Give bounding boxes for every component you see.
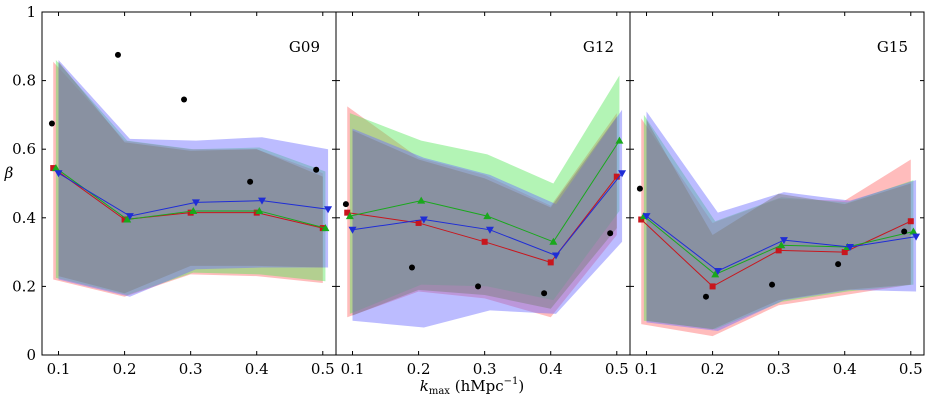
panel-g09-plot xyxy=(48,51,333,297)
x-axis-label: kmax (hMpc−1) xyxy=(420,376,524,397)
point-red xyxy=(638,216,645,223)
x-tick-label: 0.1 xyxy=(635,360,659,378)
x-tick-label: 0.1 xyxy=(47,360,71,378)
point-black xyxy=(636,185,643,192)
y-tick-label: 0.6 xyxy=(12,140,36,158)
point-green xyxy=(189,206,198,214)
x-tick-label: 0.4 xyxy=(539,360,563,378)
y-tick-label: 0 xyxy=(26,346,36,364)
point-blue xyxy=(54,170,63,178)
x-tick-label: 0.3 xyxy=(767,360,791,378)
point-black xyxy=(702,293,709,300)
point-red xyxy=(121,216,128,223)
point-red xyxy=(547,259,554,266)
point-red xyxy=(841,249,848,256)
point-black xyxy=(313,166,320,173)
point-black xyxy=(769,281,776,288)
x-tick-label: 0.2 xyxy=(701,360,725,378)
point-blue xyxy=(552,252,561,260)
point-red xyxy=(481,238,488,245)
y-tick-label: 0.2 xyxy=(12,277,36,295)
point-black xyxy=(247,178,254,185)
band-grey xyxy=(352,116,617,316)
panel-g12-plot xyxy=(342,75,627,328)
point-blue xyxy=(779,237,788,245)
point-green xyxy=(777,241,786,249)
x-tick-label: 0.1 xyxy=(341,360,365,378)
point-green xyxy=(549,237,558,245)
point-blue xyxy=(713,267,722,275)
x-tick-label: 0.4 xyxy=(245,360,269,378)
point-green xyxy=(123,215,132,223)
panel-title: G12 xyxy=(583,38,614,56)
x-tick-label: 0.5 xyxy=(899,360,923,378)
point-red xyxy=(50,165,57,172)
point-green xyxy=(417,196,426,204)
point-blue xyxy=(348,226,357,234)
point-blue xyxy=(258,197,267,205)
point-green xyxy=(909,227,918,235)
point-blue xyxy=(485,226,494,234)
x-axis-label-sub: max xyxy=(429,386,450,397)
x-tick-label: 0.2 xyxy=(407,360,431,378)
point-red xyxy=(415,219,422,226)
point-green xyxy=(711,270,720,278)
x-tick-label: 0.3 xyxy=(473,360,497,378)
point-black xyxy=(475,283,482,290)
point-red xyxy=(775,247,782,254)
point-blue xyxy=(191,199,200,207)
point-blue xyxy=(618,170,627,178)
point-red xyxy=(709,283,716,290)
panel-frame xyxy=(629,11,925,356)
point-black xyxy=(408,264,415,271)
x-tick-label: 0.5 xyxy=(605,360,629,378)
y-tick-label: 0.4 xyxy=(12,209,36,227)
point-blue xyxy=(125,213,134,221)
x-axis-label-k: k xyxy=(420,377,429,395)
point-red xyxy=(344,209,351,216)
band-grey xyxy=(646,120,911,330)
x-axis-label-end: ) xyxy=(518,377,524,395)
x-tick-label: 0.5 xyxy=(311,360,335,378)
point-red xyxy=(907,218,914,225)
point-blue xyxy=(912,233,921,241)
point-black xyxy=(114,51,121,58)
point-black xyxy=(835,261,842,268)
point-black xyxy=(181,96,188,103)
point-blue xyxy=(846,243,855,251)
point-blue xyxy=(324,206,333,214)
point-green xyxy=(51,164,60,172)
point-black xyxy=(342,201,349,208)
point-blue xyxy=(419,216,428,224)
panel-title: G15 xyxy=(877,38,908,56)
point-red xyxy=(319,225,326,232)
band-grey xyxy=(58,61,323,294)
panel-g15-plot xyxy=(636,111,921,337)
panel-title: G09 xyxy=(289,38,320,56)
x-axis-label-sup: −1 xyxy=(504,376,519,387)
point-red xyxy=(613,173,620,180)
point-black xyxy=(901,228,908,235)
x-tick-label: 0.4 xyxy=(833,360,857,378)
point-black xyxy=(48,120,55,127)
point-green xyxy=(255,206,264,214)
point-green xyxy=(321,224,330,232)
x-axis-label-units: (hMpc xyxy=(450,377,504,395)
point-green xyxy=(483,212,492,220)
y-tick-label: 1 xyxy=(26,3,36,21)
plot-layer xyxy=(48,51,921,337)
point-blue xyxy=(642,213,651,221)
point-green xyxy=(345,212,354,220)
point-green xyxy=(615,136,624,144)
axis-layer: G09 0.1 0.2 0.3 0.4 0.5 G12 0.1 0.2 0.3 0.4 0.5 G15 0… xyxy=(12,3,925,378)
point-black xyxy=(541,290,548,297)
x-tick-label: 0.3 xyxy=(179,360,203,378)
x-tick-label: 0.2 xyxy=(113,360,137,378)
y-axis-label: β xyxy=(4,164,14,182)
y-tick-label: 0.8 xyxy=(12,72,36,90)
point-black xyxy=(607,230,614,237)
